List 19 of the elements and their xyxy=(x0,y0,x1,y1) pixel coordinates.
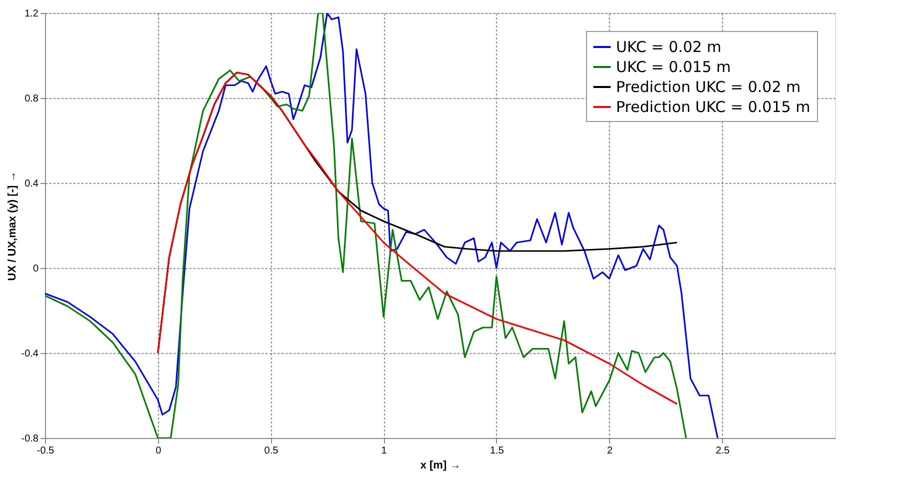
y-tick-label: 1.2 xyxy=(24,8,39,20)
y-tick-label: -0.4 xyxy=(21,348,39,360)
legend-label: UKC = 0.015 m xyxy=(616,58,731,76)
y-axis-title: UX / UX,max (y) [-] → xyxy=(6,171,18,281)
y-tick-label: 0.8 xyxy=(24,94,39,104)
x-tick-label: -0.5 xyxy=(36,446,55,456)
y-tick-label: 0.4 xyxy=(24,178,39,190)
x-tick-label: 0 xyxy=(156,446,162,456)
x-axis-title: x [m] → xyxy=(420,460,461,472)
y-tick-label: 0 xyxy=(32,264,39,274)
x-tick-label: 2.5 xyxy=(716,446,730,456)
legend-label: Prediction UKC = 0.02 m xyxy=(616,78,801,96)
y-tick-label: -0.8 xyxy=(21,434,39,444)
x-tick-label: 2 xyxy=(607,446,614,456)
legend-label: Prediction UKC = 0.015 m xyxy=(616,98,810,116)
legend-label: UKC = 0.02 m xyxy=(616,38,722,56)
x-tick-label: 1 xyxy=(381,446,388,456)
x-tick-label: 0.5 xyxy=(264,446,279,456)
x-tick-label: 1.5 xyxy=(490,446,504,456)
